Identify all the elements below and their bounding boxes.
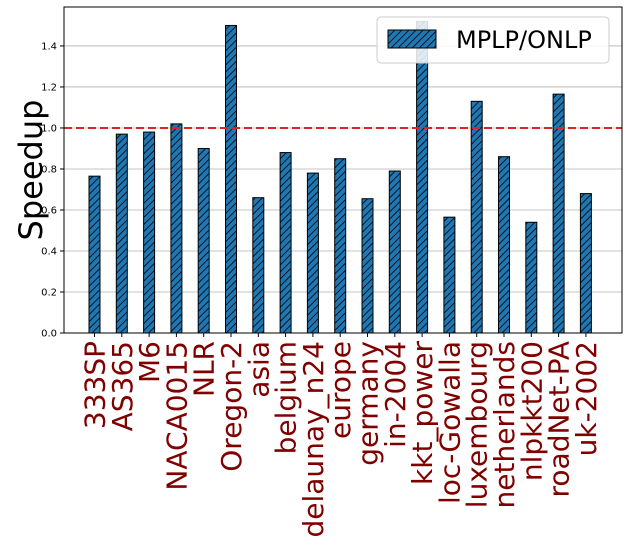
bar-europe	[334, 158, 347, 334]
bars	[88, 20, 592, 334]
y-tick-label: 1.4	[41, 41, 57, 52]
bar-uk-2002	[579, 193, 592, 334]
legend: MPLP/ONLP	[376, 16, 610, 64]
bar-AS365	[115, 133, 128, 334]
legend-label: MPLP/ONLP	[456, 26, 592, 54]
y-tick-label: 1.0	[41, 123, 57, 134]
y-axis-ticks: 0.0 0.2 0.4 0.6 0.8 1.0 1.2 1.4	[41, 41, 64, 340]
x-tick-label: in-2004	[379, 341, 412, 448]
bar-asia	[252, 197, 265, 334]
x-tick-label: asia	[242, 341, 275, 398]
x-tick-label: belgium	[270, 341, 303, 454]
x-tick-label: luxembourg	[461, 341, 494, 508]
y-axis-label: Speedup	[12, 100, 50, 241]
x-tick-label: 333SP	[79, 341, 112, 429]
bar-luxembourg	[470, 100, 483, 334]
bar-germany	[361, 198, 374, 334]
bar-333SP	[88, 175, 101, 334]
x-tick-label: AS365	[106, 341, 139, 431]
x-tick-label: nlpkkt200	[515, 341, 548, 481]
bar-belgium	[279, 152, 292, 334]
x-tick-label: delaunay_n24	[297, 341, 330, 538]
x-tick-label: kkt_power	[406, 341, 439, 485]
y-tick-label: 0.2	[41, 287, 57, 298]
x-tick-label: netherlands	[488, 341, 521, 508]
bar-netherlands	[498, 156, 510, 334]
bar-loc-Gowalla	[443, 216, 456, 334]
bar-roadNet-PA	[552, 93, 565, 334]
bar-Oregon-2	[225, 24, 237, 334]
x-tick-label: NLR	[188, 341, 221, 397]
bar-M6	[143, 131, 156, 334]
y-tick-label: 0.6	[41, 205, 57, 216]
bar-delaunay_n24	[306, 172, 319, 334]
bar-nlpkkt200	[525, 221, 538, 334]
y-tick-label: 0.0	[41, 329, 57, 340]
bar-NLR	[197, 147, 210, 334]
x-tick-label: Oregon-2	[215, 341, 248, 472]
x-tick-label: NACA0015	[160, 341, 193, 491]
legend-swatch	[387, 29, 437, 49]
x-tick-label: uk-2002	[570, 341, 603, 456]
bar-kkt_power	[416, 20, 429, 334]
legend-box	[376, 16, 610, 64]
bar-in-2004	[388, 170, 401, 334]
x-tick-label: loc-Gowalla	[433, 341, 466, 504]
x-tick-label: europe	[324, 341, 357, 439]
y-tick-label: 1.2	[41, 82, 57, 93]
x-axis-ticks: 333SPAS365M6NACA0015NLROregon-2asiabelgi…	[79, 333, 603, 538]
x-tick-label: germany	[352, 341, 385, 466]
bar-NACA0015	[170, 123, 183, 334]
y-tick-label: 0.8	[41, 164, 57, 175]
x-tick-label: roadNet-PA	[543, 341, 576, 497]
y-tick-label: 0.4	[41, 246, 57, 257]
plot-frame	[63, 6, 623, 334]
x-tick-label: M6	[133, 341, 166, 383]
